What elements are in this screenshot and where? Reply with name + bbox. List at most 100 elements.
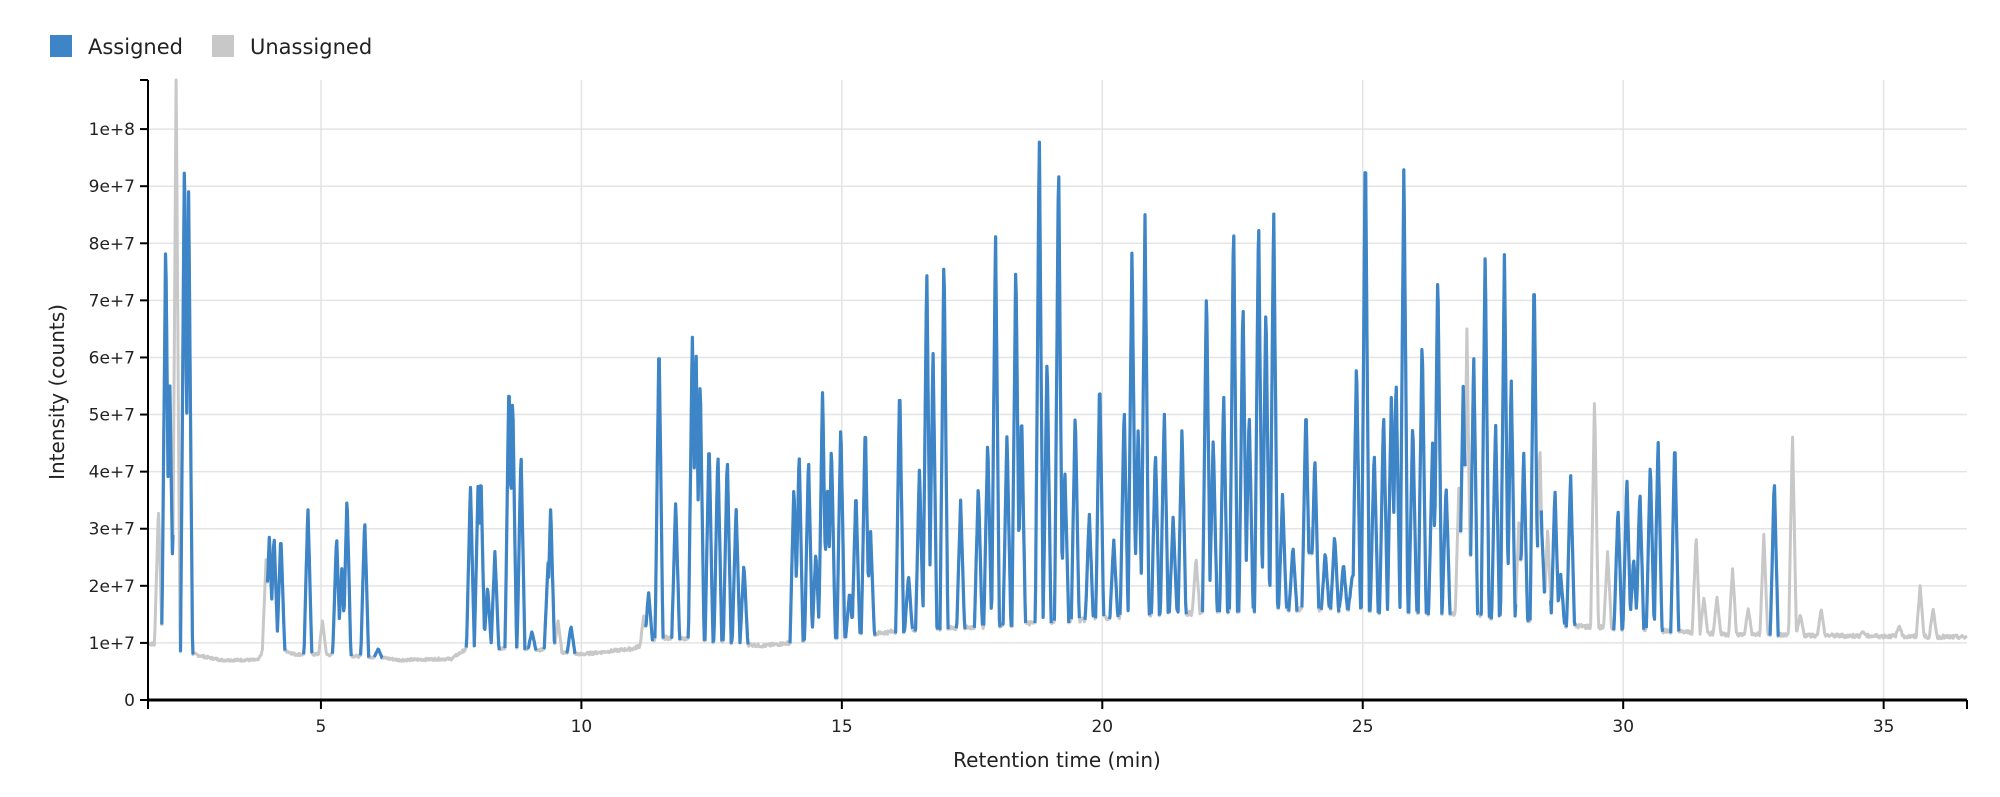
- assigned-trace-segment: [1167, 515, 1180, 614]
- assigned-trace-segment: [788, 457, 805, 644]
- assigned-trace-segment: [1287, 547, 1299, 612]
- assigned-trace-segment: [1468, 357, 1480, 616]
- y-tick-label: 1e+7: [89, 634, 135, 654]
- assigned-trace-segment: [703, 452, 715, 643]
- assigned-trace-segment: [1612, 510, 1624, 631]
- assigned-trace-segment: [160, 252, 175, 625]
- assigned-trace-segment: [330, 501, 353, 656]
- x-tick-label: 30: [1612, 717, 1634, 737]
- assigned-trace-segment: [1069, 418, 1081, 620]
- assigned-trace-segment: [1359, 171, 1371, 612]
- assigned-trace-segment: [1010, 272, 1028, 627]
- assigned-trace-segment: [653, 357, 665, 639]
- assigned-trace-segment: [1644, 441, 1665, 633]
- assigned-trace-segment: [802, 391, 838, 641]
- assigned-trace-segment: [515, 457, 527, 650]
- assigned-trace-segment: [1368, 455, 1380, 613]
- assigned-trace-segment: [464, 484, 501, 651]
- assigned-trace-segment: [542, 508, 557, 650]
- y-tick-label: 0: [124, 691, 135, 711]
- x-tick-label: 15: [831, 717, 853, 737]
- assigned-trace-segment: [972, 489, 985, 628]
- assigned-trace-segment: [1329, 537, 1341, 613]
- assigned-trace-segment: [1669, 451, 1681, 634]
- y-tick-label: 9e+7: [89, 177, 135, 197]
- assigned-trace-segment: [938, 267, 950, 631]
- assigned-trace-segment: [1539, 510, 1547, 594]
- assigned-trace-segment: [902, 575, 915, 632]
- assigned-trace-segment: [1033, 140, 1053, 624]
- traces: [147, 78, 1968, 663]
- assigned-trace-segment: [526, 630, 538, 652]
- assigned-trace-segment: [1621, 479, 1646, 630]
- assigned-trace-segment: [302, 508, 314, 655]
- y-tick-label: 4e+7: [89, 463, 135, 483]
- y-tick-label: 2e+7: [89, 577, 135, 597]
- assigned-trace-segment: [1768, 484, 1780, 637]
- x-tick-label: 25: [1352, 717, 1374, 737]
- y-tick-label: 7e+7: [89, 291, 135, 311]
- assigned-trace-segment: [644, 591, 655, 642]
- y-tick-label: 1e+8: [89, 120, 135, 140]
- assigned-trace-segment: [1310, 461, 1321, 609]
- assigned-trace-segment: [1158, 412, 1170, 615]
- assigned-trace-segment: [1416, 348, 1428, 614]
- x-tick-label: 5: [316, 717, 327, 737]
- legend-label-unassigned: Unassigned: [250, 35, 372, 59]
- y-tick-label: 3e+7: [89, 520, 135, 540]
- assigned-trace-segment: [1176, 429, 1188, 615]
- assigned-trace-segment: [712, 457, 724, 642]
- assigned-trace-segment: [372, 647, 384, 660]
- y-tick-label: 5e+7: [89, 406, 135, 426]
- x-tick-label: 10: [571, 717, 593, 737]
- assigned-trace-segment: [669, 502, 682, 641]
- assigned-trace-segment: [1426, 283, 1444, 616]
- assigned-trace-segment: [1252, 212, 1280, 613]
- assigned-trace-segment: [1528, 293, 1540, 621]
- assigned-trace-segment: [1237, 310, 1255, 613]
- legend-swatch-assigned: [50, 35, 72, 57]
- assigned-trace-segment: [178, 171, 195, 655]
- y-axis-label: Intensity (counts): [45, 304, 69, 480]
- assigned-trace-segment: [913, 274, 940, 632]
- assigned-trace-segment: [1407, 429, 1419, 614]
- assigned-trace-segment: [1149, 455, 1161, 616]
- legend-item-unassigned[interactable]: Unassigned: [212, 35, 372, 59]
- assigned-trace-segment: [565, 625, 577, 654]
- x-axis-label: Retention time (min): [953, 748, 1161, 772]
- assigned-trace-segment: [1549, 490, 1567, 626]
- assigned-trace-segment: [1440, 488, 1452, 615]
- assigned-trace-segment: [1118, 213, 1151, 616]
- assigned-trace-segment: [1489, 423, 1501, 620]
- assigned-trace-segment: [1459, 384, 1467, 533]
- y-tick-label: 8e+7: [89, 234, 135, 254]
- assigned-trace-segment: [982, 235, 1002, 628]
- assigned-trace-segment: [844, 499, 862, 638]
- legend-swatch-unassigned: [212, 35, 234, 57]
- assigned-trace-segment: [1519, 451, 1530, 623]
- assigned-trace-segment: [1227, 234, 1240, 613]
- assigned-trace-segment: [859, 435, 877, 636]
- assigned-trace-segment: [1083, 512, 1096, 620]
- assigned-trace-segment: [894, 398, 906, 634]
- assigned-trace-segment: [503, 394, 519, 649]
- assigned-trace-segment: [686, 335, 706, 641]
- assigned-trace-segment: [1094, 392, 1106, 619]
- assigned-trace-segment: [1337, 565, 1350, 610]
- assigned-trace-segment: [1276, 492, 1289, 609]
- assigned-trace-segment: [721, 462, 733, 644]
- assigned-trace-segment: [265, 535, 287, 651]
- assigned-trace-segment: [1000, 435, 1013, 627]
- y-tick-label: 6e+7: [89, 348, 135, 368]
- assigned-trace-segment: [1479, 257, 1491, 618]
- assigned-trace-segment: [835, 430, 847, 639]
- assigned-trace-segment: [954, 498, 967, 630]
- assigned-trace-segment: [1052, 175, 1071, 623]
- assigned-trace-segment: [1498, 253, 1518, 618]
- legend-item-assigned[interactable]: Assigned: [50, 35, 183, 59]
- assigned-trace-segment: [1319, 553, 1331, 610]
- axes: 0 1e+7 2e+7 3e+7 4e+7 5e+7 6e+7 7e+7 8e+7 9e+7 1e+…: [89, 79, 1968, 737]
- legend: Assigned Unassigned: [50, 35, 372, 59]
- assigned-trace-segment: [1300, 418, 1311, 608]
